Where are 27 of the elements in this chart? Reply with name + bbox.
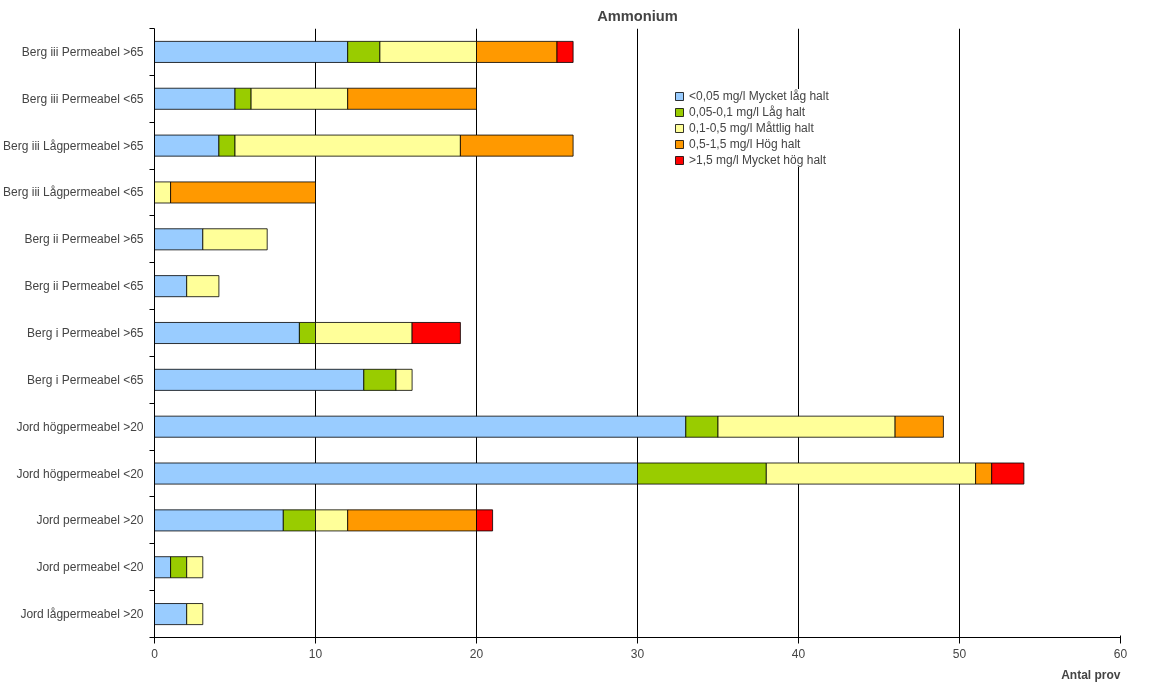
y-tick-label: Berg iii Lågpermeabel >65	[3, 138, 144, 153]
x-tick-label: 40	[791, 646, 806, 661]
y-tick-label: Jord högpermeabel <20	[16, 466, 144, 481]
y-tick-label: Berg ii Permeabel >65	[24, 232, 144, 247]
chart-title: Ammonium	[597, 7, 678, 24]
x-axis-title: Antal prov	[1061, 667, 1121, 682]
x-tick-label: 60	[1113, 646, 1128, 661]
y-tick-label: Berg i Permeabel >65	[27, 326, 144, 340]
legend-label: <0,05 mg/l Mycket låg halt	[689, 89, 829, 103]
y-tick-label: Jord permeabel >20	[36, 513, 144, 528]
legend-label: 0,5-1,5 mg/l Hög halt	[689, 137, 801, 151]
y-tick-label: Jord permeabel <20	[36, 560, 144, 575]
y-tick-label: Berg iii Lågpermeabel <65	[3, 185, 144, 200]
x-tick-label: 0	[151, 646, 159, 661]
y-tick-label: Jord högpermeabel >20	[16, 419, 144, 434]
y-tick-label: Berg i Permeabel <65	[27, 372, 144, 387]
x-tick-label: 30	[630, 646, 645, 661]
y-tick-label: Berg iii Permeabel >65	[21, 44, 144, 59]
x-tick-label: 50	[952, 646, 967, 661]
y-tick-label: Jord lågpermeabel >20	[20, 607, 144, 622]
x-tick-label: 20	[469, 646, 484, 661]
y-tick-label: Berg ii Permeabel <65	[24, 279, 144, 294]
legend-label: 0,05-0,1 mg/l Låg halt	[689, 105, 806, 119]
x-tick-label: 10	[308, 646, 323, 661]
legend-label: >1,5 mg/l Mycket hög halt	[689, 153, 827, 167]
y-tick-label: Berg iii Permeabel <65	[21, 91, 144, 106]
legend-label: 0,1-0,5 mg/l Måttlig halt	[689, 121, 814, 135]
